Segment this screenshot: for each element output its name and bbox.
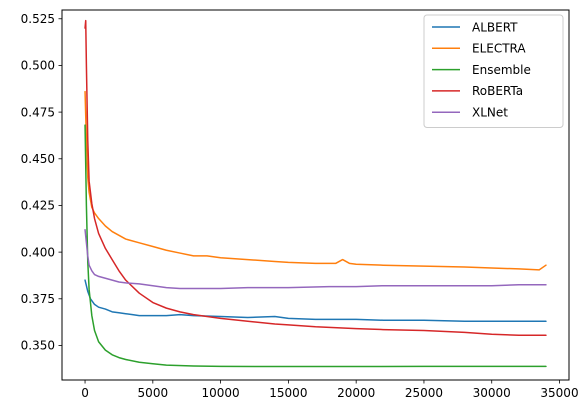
x-tick-label: 25000: [405, 386, 443, 400]
y-tick-label: 0.400: [21, 245, 55, 259]
y-tick-label: 0.425: [21, 199, 55, 213]
y-tick-label: 0.475: [21, 105, 55, 119]
legend-label-ensemble: Ensemble: [472, 63, 531, 77]
x-tick-label: 15000: [269, 386, 307, 400]
x-tick-label: 10000: [202, 386, 240, 400]
legend-label-albert: ALBERT: [472, 20, 518, 34]
x-tick-label: 5000: [138, 386, 169, 400]
y-axis: 0.350 0.375 0.400 0.425 0.450 0.475 0.500 0.525: [21, 12, 62, 353]
x-tick-label: 0: [81, 386, 89, 400]
series-line-xlnet: [84, 228, 547, 290]
legend-label-xlnet: XLNet: [472, 106, 508, 120]
series-line-roberta: [84, 19, 547, 336]
y-tick-label: 0.450: [21, 152, 55, 166]
legend-box: [423, 14, 564, 128]
legend-label-roberta: RoBERTa: [472, 84, 523, 98]
x-tick-label: 35000: [540, 386, 578, 400]
x-tick-label: 20000: [337, 386, 375, 400]
series-line-ensemble: [84, 124, 547, 368]
legend: ALBERT ELECTRA Ensemble RoBERTa XLNet: [423, 14, 564, 128]
y-tick-label: 0.500: [21, 59, 55, 73]
y-tick-label: 0.350: [21, 339, 55, 353]
plot-frame: [61, 9, 570, 381]
x-tick-label: 30000: [473, 386, 511, 400]
x-axis: 0 5000 10000 15000 20000 25000 30000 35000: [81, 380, 579, 400]
series-line-electra: [84, 90, 547, 271]
series-layer: [84, 19, 547, 368]
y-tick-label: 0.375: [21, 292, 55, 306]
y-tick-label: 0.525: [21, 12, 55, 26]
legend-label-electra: ELECTRA: [472, 42, 526, 56]
series-line-albert: [84, 279, 547, 322]
